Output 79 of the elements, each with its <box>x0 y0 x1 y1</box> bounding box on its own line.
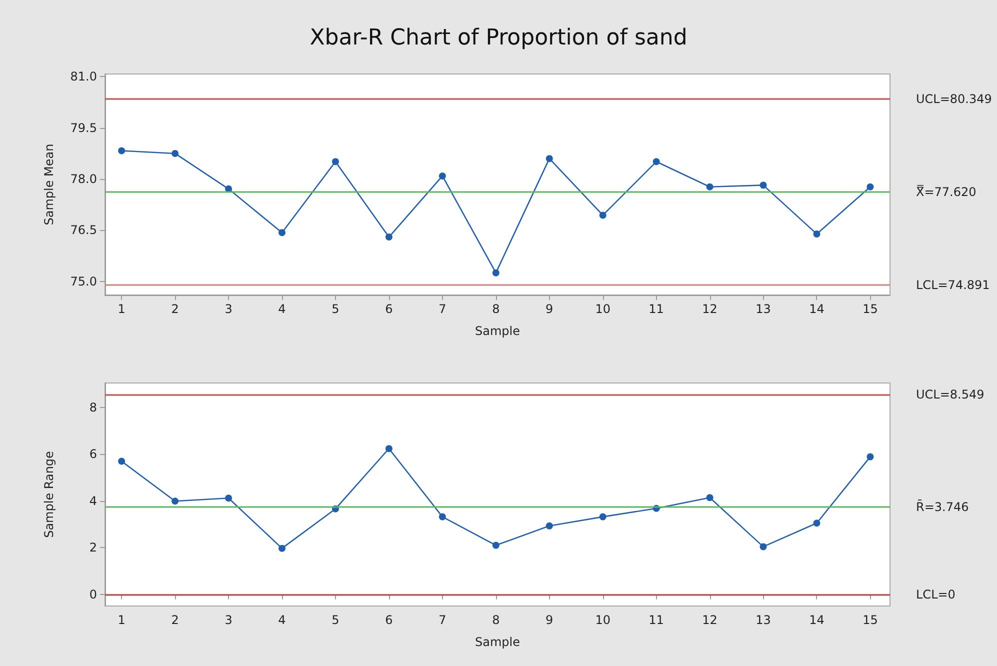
point <box>278 229 286 236</box>
ref-line-label: LCL=0 <box>916 587 956 602</box>
x-tick-label: 15 <box>862 302 878 316</box>
point <box>706 183 714 190</box>
point <box>118 147 126 154</box>
x-tick-label: 11 <box>648 613 664 627</box>
point <box>866 183 874 190</box>
point <box>813 230 820 238</box>
x-tick-label: 1 <box>118 302 126 316</box>
y-tick-label: 78.0 <box>70 172 97 186</box>
x-tick-label: 8 <box>492 613 500 627</box>
ref-line-label: UCL=8.549 <box>916 388 984 402</box>
point <box>760 182 767 189</box>
point <box>706 494 714 502</box>
point <box>385 234 392 241</box>
point <box>118 458 126 465</box>
x-tick-label: 10 <box>595 613 610 627</box>
x-tick-label: 7 <box>438 613 446 627</box>
y-tick-label: 75.0 <box>70 274 97 288</box>
x-axis-title: Sample <box>475 324 520 338</box>
ref-line-label: X̿=77.620 <box>916 184 976 200</box>
point <box>760 543 767 550</box>
y-axis-title: Sample Range <box>42 451 56 538</box>
y-tick-label: 2 <box>89 540 97 555</box>
ref-line-label: UCL=80.349 <box>916 92 992 106</box>
point <box>172 150 179 157</box>
y-tick-label: 8 <box>89 400 97 415</box>
x-tick-label: 14 <box>809 302 824 316</box>
x-tick-label: 12 <box>702 302 718 316</box>
point <box>599 513 606 520</box>
x-tick-label: 1 <box>118 613 126 627</box>
x-tick-label: 12 <box>702 613 718 627</box>
ref-line-label: LCL=74.891 <box>916 278 990 292</box>
y-tick-label: 76.5 <box>70 223 97 238</box>
chart-title: Xbar-R Chart of Proportion of sand <box>310 26 688 50</box>
x-tick-label: 10 <box>595 302 610 316</box>
x-tick-label: 14 <box>809 613 824 627</box>
point <box>866 453 874 460</box>
x-tick-label: 15 <box>862 613 878 627</box>
point <box>492 269 500 276</box>
x-tick-label: 9 <box>546 302 554 316</box>
y-tick-label: 81.0 <box>70 70 97 84</box>
y-axis-title: Sample Mean <box>42 144 56 226</box>
point <box>546 155 553 162</box>
point <box>546 522 553 530</box>
y-tick-label: 0 <box>89 587 97 602</box>
x-tick-label: 4 <box>278 302 286 316</box>
x-tick-label: 8 <box>492 302 500 316</box>
point <box>278 544 286 552</box>
x-tick-label: 6 <box>385 302 393 316</box>
y-tick-label: 6 <box>89 447 97 462</box>
x-tick-label: 13 <box>756 302 771 316</box>
x-tick-label: 4 <box>278 613 286 627</box>
x-tick-label: 2 <box>171 613 179 627</box>
x-tick-label: 5 <box>332 613 340 627</box>
x-tick-label: 13 <box>756 613 771 627</box>
ref-line-label: R̄=3.746 <box>916 500 969 514</box>
point <box>438 513 446 520</box>
point <box>652 158 660 166</box>
point <box>332 158 339 166</box>
x-tick-label: 9 <box>546 613 554 627</box>
point <box>172 498 179 505</box>
point <box>492 542 500 549</box>
point <box>225 494 232 502</box>
point <box>813 520 820 527</box>
x-tick-label: 3 <box>224 613 232 627</box>
y-tick-label: 4 <box>89 494 97 508</box>
point <box>438 172 446 180</box>
point <box>225 185 232 192</box>
point <box>385 445 392 452</box>
x-tick-label: 11 <box>648 302 664 316</box>
x-tick-label: 3 <box>224 302 232 316</box>
x-tick-label: 6 <box>385 613 393 627</box>
x-tick-label: 5 <box>332 302 340 316</box>
x-tick-label: 2 <box>171 302 179 316</box>
point <box>599 212 606 219</box>
y-tick-label: 79.5 <box>70 120 97 135</box>
x-tick-label: 7 <box>438 302 446 316</box>
x-axis-title: Sample <box>475 635 520 649</box>
